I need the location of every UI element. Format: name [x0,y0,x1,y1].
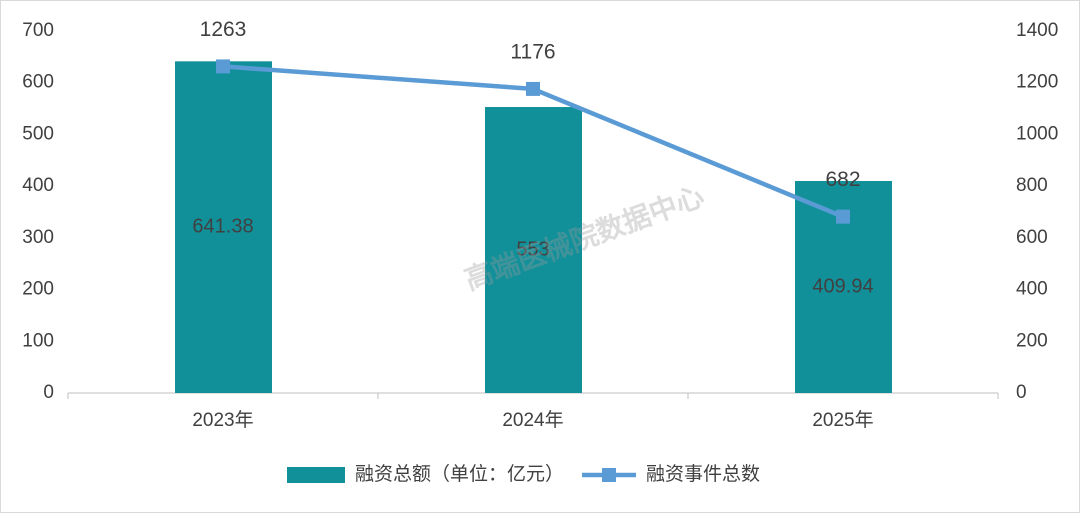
y-tick-label: 0 [43,382,54,403]
legend-marker [602,468,617,482]
y2-tick-label: 1400 [1016,20,1058,41]
legend-swatch [287,467,345,483]
y2-tick-label: 1200 [1016,72,1058,93]
line-marker [526,81,540,96]
line-value-label: 1176 [510,40,555,63]
y-tick-label: 600 [22,72,54,93]
bar-value-label: 553 [516,238,549,260]
y2-tick-label: 600 [1016,227,1048,248]
line-value-label: 1263 [200,18,247,41]
y-tick-label: 400 [22,175,54,196]
bar [175,61,272,394]
line-value-label: 682 [825,168,860,191]
line-marker [216,59,230,74]
bar-value-label: 409.94 [812,275,873,297]
y2-tick-label: 400 [1016,279,1048,300]
y-tick-label: 500 [22,123,54,144]
y-tick-label: 200 [22,279,54,300]
bar-value-label: 641.38 [192,215,253,237]
bar [485,107,582,394]
line-marker [836,209,850,224]
y-tick-label: 300 [22,227,54,248]
x-tick-label: 2023年 [192,409,253,431]
y2-tick-label: 800 [1016,175,1048,196]
y2-tick-label: 0 [1016,382,1027,403]
legend-label: 融资事件总数 [646,463,760,485]
y2-tick-label: 1000 [1016,123,1058,144]
y-tick-label: 700 [22,20,54,41]
x-tick-label: 2025年 [812,409,873,431]
x-tick-label: 2024年 [502,409,563,431]
y-tick-label: 100 [22,330,54,351]
legend-label: 融资总额（单位：亿元） [355,463,564,485]
y2-tick-label: 200 [1016,330,1048,351]
